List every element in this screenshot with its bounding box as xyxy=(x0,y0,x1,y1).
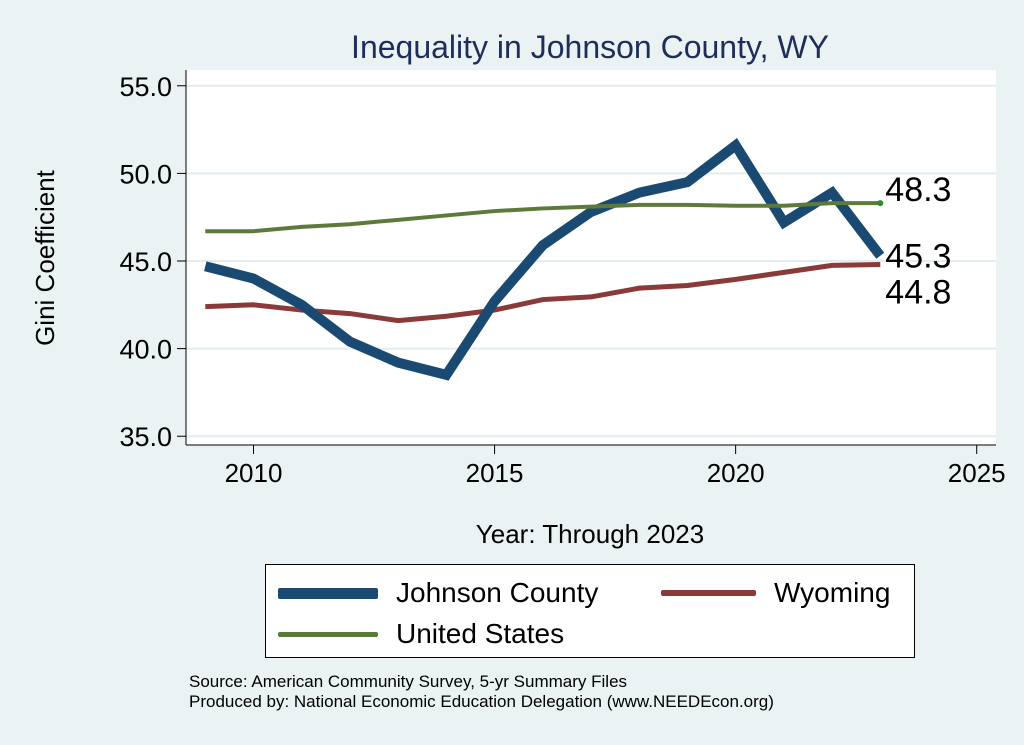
end-label-united-states: 48.3 xyxy=(885,171,951,209)
x-tick-label: 2025 xyxy=(948,458,1006,488)
series-line-united-states xyxy=(205,201,881,234)
x-axis-label: Year: Through 2023 xyxy=(476,519,704,549)
legend: Johnson County Wyoming United States xyxy=(265,564,915,658)
legend-item-johnson-county: Johnson County xyxy=(278,577,598,609)
legend-label-johnson-county: Johnson County xyxy=(396,577,599,608)
series-line-johnson-county xyxy=(204,138,885,381)
legend-label-united-states: United States xyxy=(396,618,565,649)
y-tick-label: 35.0 xyxy=(119,422,172,452)
producer-line: Produced by: National Economic Education… xyxy=(189,692,774,711)
legend-item-united-states: United States xyxy=(278,618,564,650)
y-tick-label: 40.0 xyxy=(119,335,172,365)
y-tick-label: 55.0 xyxy=(119,72,172,102)
source-note: Source: American Community Survey, 5-yr … xyxy=(189,672,774,712)
gridlines xyxy=(186,84,996,438)
x-tick-label: 2010 xyxy=(225,458,283,488)
legend-item-wyoming: Wyoming xyxy=(661,577,890,609)
legend-swatch-wyoming xyxy=(661,590,756,596)
y-axis-label: Gini Coefficient xyxy=(30,169,60,346)
legend-swatch-united-states xyxy=(278,631,378,637)
end-label-wyoming: 44.8 xyxy=(885,274,951,312)
end-point-united-states xyxy=(877,200,884,207)
source-line: Source: American Community Survey, 5-yr … xyxy=(189,672,628,691)
y-tick-label: 50.0 xyxy=(119,159,172,189)
legend-label-wyoming: Wyoming xyxy=(774,577,891,608)
axes: 35.0 40.0 45.0 50.0 55.0 2010 2015 2020 2025 xyxy=(119,70,1006,488)
x-tick-label: 2015 xyxy=(466,458,524,488)
y-tick-label: 45.0 xyxy=(119,247,172,277)
series-lines xyxy=(204,138,885,381)
x-tick-label: 2020 xyxy=(707,458,765,488)
end-labels: 45.344.8 48.3 xyxy=(885,171,951,311)
end-label-johnson-county: 45.3 xyxy=(885,238,951,276)
chart-title: Inequality in Johnson County, WY xyxy=(351,29,829,65)
plot-area xyxy=(186,70,996,445)
legend-swatch-johnson-county xyxy=(278,587,378,599)
